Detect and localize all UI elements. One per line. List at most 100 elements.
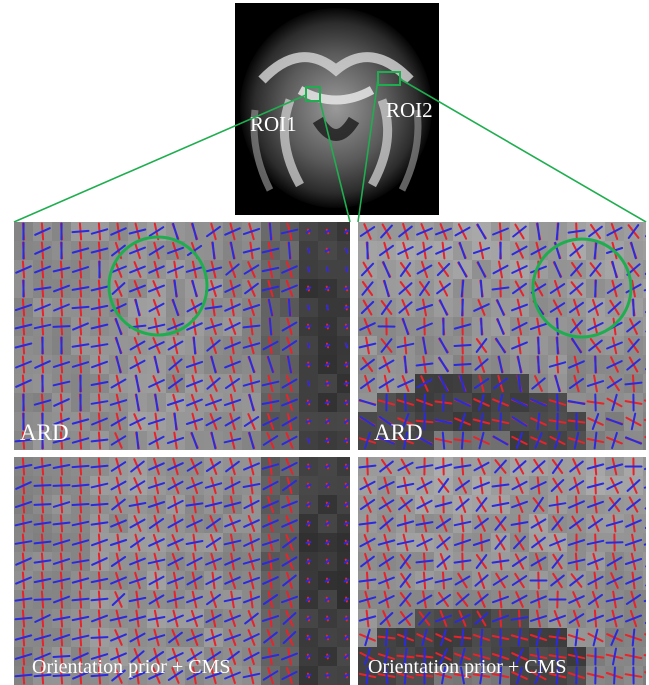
fiber-glyph-line bbox=[473, 481, 490, 490]
fiber-glyph-line bbox=[343, 617, 350, 620]
fiber-glyph-line bbox=[460, 666, 465, 685]
fiber-glyph-line bbox=[605, 614, 624, 623]
fiber-glyph-line bbox=[494, 459, 507, 474]
fiber-glyph-line bbox=[224, 360, 241, 369]
background-tile bbox=[337, 495, 350, 515]
fiber-glyph-line bbox=[33, 323, 52, 330]
fiber-glyph-line bbox=[52, 361, 71, 368]
fiber-glyph-line bbox=[496, 318, 505, 335]
fiber-glyph-line bbox=[167, 340, 184, 351]
fiber-glyph-line bbox=[14, 464, 33, 469]
fiber-glyph-line bbox=[224, 519, 241, 528]
fiber-glyph-line bbox=[630, 412, 637, 431]
fiber-glyph-line bbox=[305, 597, 312, 602]
fiber-glyph-line bbox=[262, 480, 279, 491]
fiber-glyph-line bbox=[627, 338, 640, 353]
fiber-glyph-line bbox=[570, 262, 583, 277]
fiber-glyph-line bbox=[499, 412, 502, 431]
fiber-glyph-line bbox=[14, 438, 33, 443]
fiber-glyph-line bbox=[261, 400, 280, 405]
fiber-glyph-line bbox=[460, 431, 465, 450]
fiber-glyph-line bbox=[459, 647, 466, 666]
panel-background bbox=[14, 222, 350, 450]
fiber-glyph-line bbox=[625, 594, 642, 605]
fiber-glyph-line bbox=[454, 613, 471, 624]
fiber-glyph-line bbox=[15, 557, 32, 566]
fiber-glyph-line bbox=[167, 499, 184, 510]
fiber-glyph-line bbox=[90, 502, 109, 507]
fiber-glyph-line bbox=[191, 222, 198, 241]
fiber-glyph-line bbox=[416, 227, 433, 236]
background-tile bbox=[643, 666, 646, 685]
panel-label: Orientation prior + CMS bbox=[368, 656, 567, 678]
fiber-glyph-line bbox=[167, 614, 184, 623]
fiber-glyph-line bbox=[244, 282, 259, 295]
fiber-glyph-line bbox=[71, 418, 90, 425]
background-tile bbox=[337, 476, 350, 496]
fiber-glyph-line bbox=[416, 264, 433, 275]
fiber-glyph-line bbox=[343, 597, 350, 602]
fiber-glyph-line bbox=[324, 343, 331, 348]
fiber-glyph-line bbox=[261, 615, 280, 622]
fiber-glyph-line bbox=[592, 628, 599, 647]
fiber-glyph-line bbox=[90, 400, 109, 405]
fiber-glyph-line bbox=[135, 431, 140, 450]
fiber-glyph-line bbox=[553, 261, 562, 278]
fiber-glyph-line bbox=[53, 417, 70, 426]
fiber-glyph-line bbox=[305, 363, 312, 366]
fiber-glyph-line bbox=[324, 382, 331, 385]
fiber-glyph-line bbox=[324, 438, 331, 443]
fiber-glyph-line bbox=[185, 540, 204, 545]
fiber-glyph-line bbox=[359, 416, 376, 427]
fiber-glyph-line bbox=[378, 556, 395, 567]
fiber-glyph-line bbox=[129, 284, 146, 293]
fiber-glyph-line bbox=[399, 592, 412, 607]
fiber-glyph-line bbox=[281, 461, 298, 472]
fiber-glyph-line bbox=[225, 650, 240, 663]
fiber-glyph-line bbox=[34, 265, 51, 274]
fiber-glyph-line bbox=[223, 539, 242, 546]
fiber-glyph-line bbox=[398, 612, 413, 625]
fiber-glyph-line bbox=[224, 480, 241, 491]
fiber-glyph-line bbox=[589, 262, 602, 277]
fiber-glyph-line bbox=[435, 227, 452, 236]
fiber-glyph-line bbox=[607, 301, 622, 314]
fiber-glyph-line bbox=[224, 284, 241, 293]
fiber-glyph-line bbox=[261, 247, 280, 254]
fiber-glyph-line bbox=[586, 380, 605, 387]
fiber-glyph-line bbox=[71, 286, 90, 291]
fiber-glyph-line bbox=[111, 244, 126, 257]
fiber-glyph-line bbox=[440, 628, 447, 647]
fiber-glyph-line bbox=[455, 593, 470, 606]
fiber-glyph-line bbox=[110, 519, 127, 528]
fiber-glyph-line bbox=[453, 323, 472, 330]
fiber-glyph-line bbox=[529, 322, 548, 331]
fiber-glyph-line bbox=[588, 339, 603, 352]
fiber-glyph-line bbox=[281, 670, 298, 681]
fiber-glyph-line bbox=[52, 437, 71, 444]
fiber-glyph-line bbox=[457, 261, 468, 278]
fiber-glyph-line bbox=[111, 282, 126, 295]
fiber-glyph-line bbox=[531, 460, 546, 473]
fiber-glyph-line bbox=[399, 262, 412, 277]
panel-roi2-orientation-prior: Orientation prior + CMS bbox=[358, 457, 646, 685]
fiber-glyph-line bbox=[554, 374, 561, 393]
fiber-glyph-line bbox=[474, 593, 489, 606]
fiber-glyph-line bbox=[14, 616, 33, 621]
fiber-glyph-line bbox=[33, 673, 52, 678]
fiber-glyph-line bbox=[627, 224, 640, 239]
fiber-glyph-line bbox=[243, 462, 260, 471]
fiber-glyph-line bbox=[555, 628, 560, 647]
fiber-glyph-line bbox=[205, 461, 222, 472]
fiber-glyph-line bbox=[204, 671, 223, 680]
fiber-glyph-line bbox=[571, 337, 582, 354]
background-tile bbox=[337, 279, 350, 299]
fiber-glyph-line bbox=[14, 303, 33, 312]
background-tile bbox=[643, 571, 646, 591]
fiber-glyph-line bbox=[205, 575, 222, 586]
fiber-glyph-line bbox=[242, 247, 261, 254]
fiber-glyph-line bbox=[34, 614, 51, 623]
background-tile bbox=[643, 476, 646, 496]
fiber-glyph-line bbox=[52, 577, 71, 584]
fiber-glyph-line bbox=[129, 632, 146, 643]
